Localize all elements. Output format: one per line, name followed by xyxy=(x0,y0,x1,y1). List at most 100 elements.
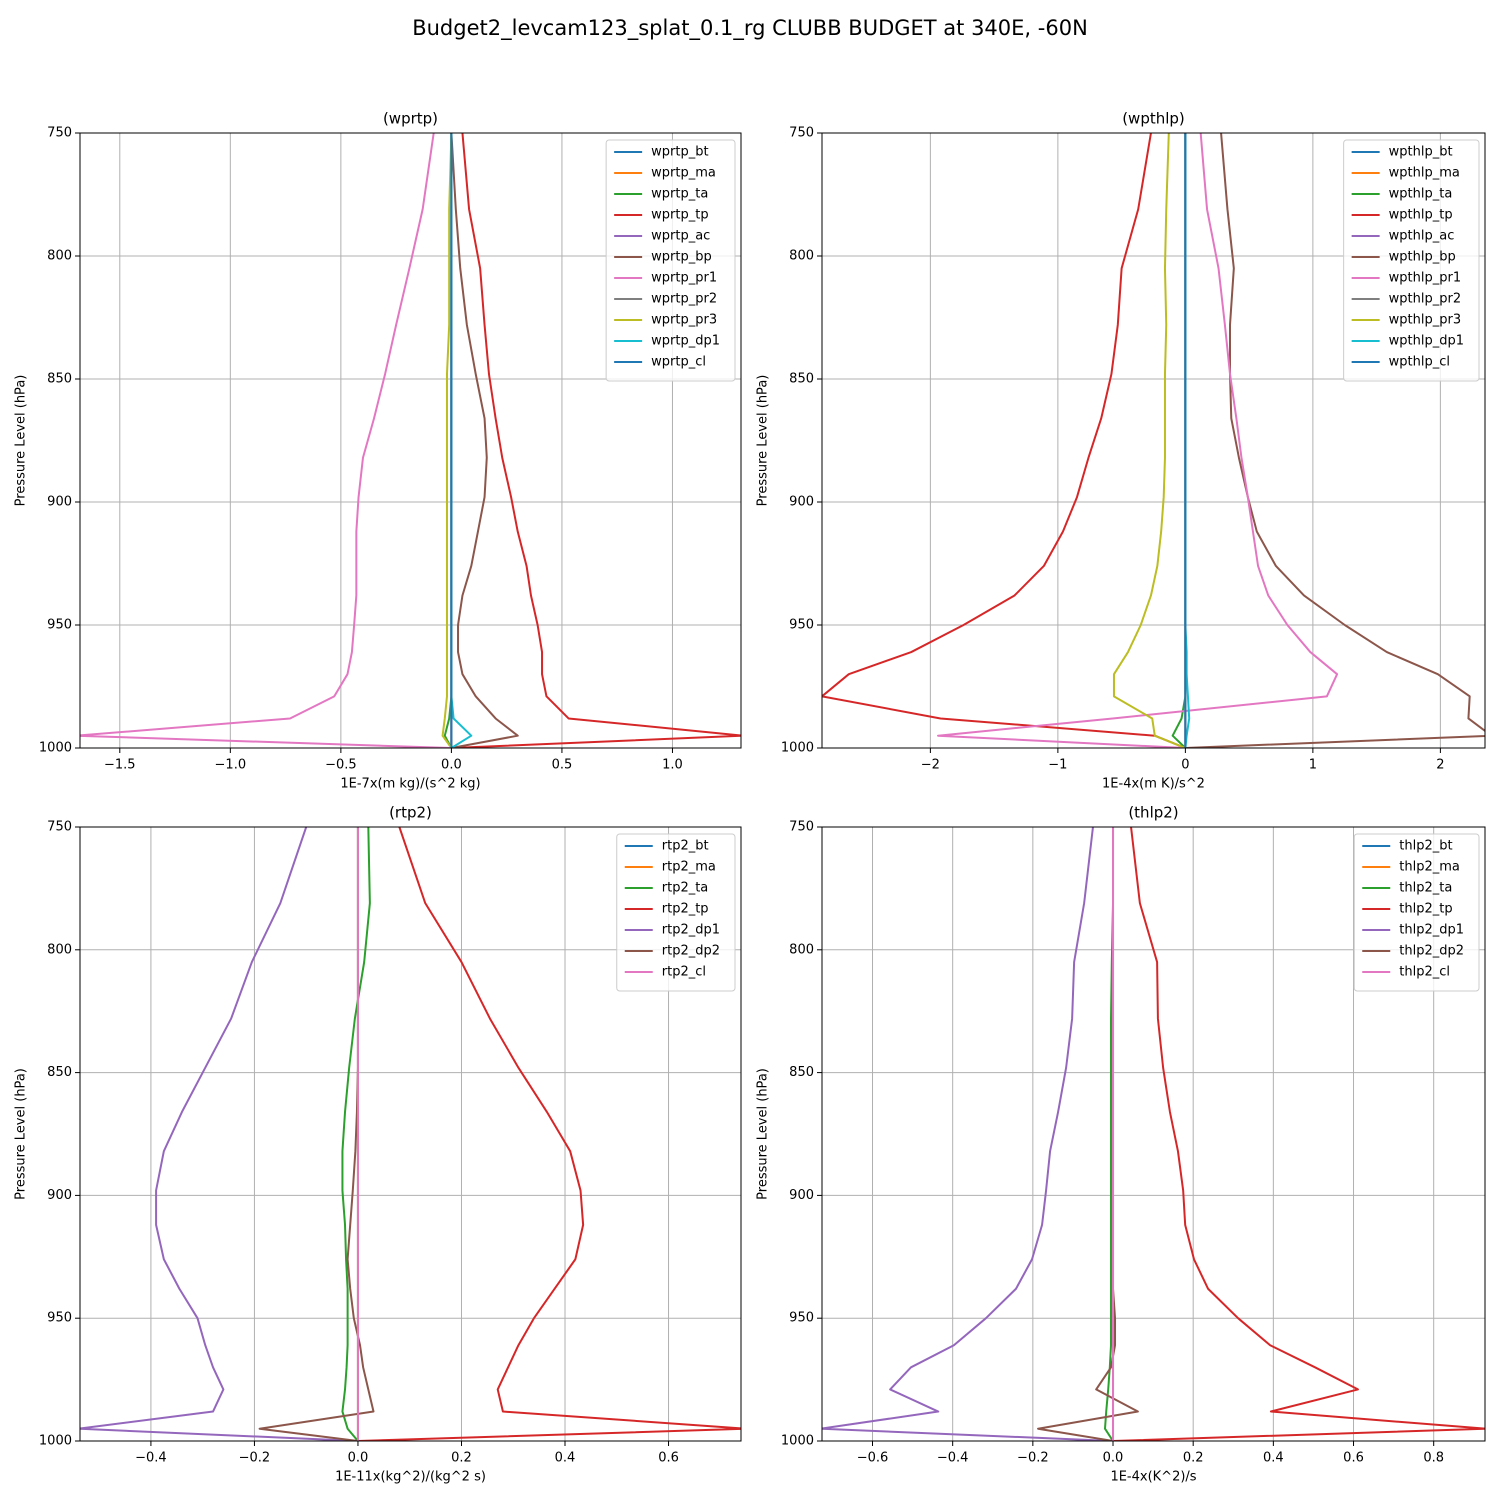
y-axis-label: Pressure Level (hPa) xyxy=(14,1068,29,1200)
legend-label: wpthlp_pr3 xyxy=(1389,313,1461,328)
legend-label: wprtp_bp xyxy=(651,250,712,265)
figure-title: Budget2_levcam123_splat_0.1_rg CLUBB BUD… xyxy=(412,16,1088,41)
legend-label: thlp2_bt xyxy=(1399,839,1452,854)
legend-label: rtp2_cl xyxy=(662,965,706,980)
y-tick-label: 1000 xyxy=(39,1434,72,1449)
legend-label: thlp2_ma xyxy=(1399,860,1460,875)
axes-frame xyxy=(79,132,742,749)
legend-label: rtp2_bt xyxy=(662,839,709,854)
x-tick-label: −1 xyxy=(1048,758,1067,773)
x-axis-label: 1E-4x(m K)/s^2 xyxy=(1102,777,1205,792)
subplot: −0.4 −0.2 0.0 0.2 0.4 0.6 750 800 850 900 950 1000 (… xyxy=(14,804,742,1485)
y-axis-label: Pressure Level (hPa) xyxy=(756,1068,771,1200)
legend-label: wpthlp_ma xyxy=(1389,166,1460,181)
legend-label: wpthlp_ta xyxy=(1389,187,1453,202)
legend-label: wprtp_bt xyxy=(651,145,708,160)
y-tick-label: 900 xyxy=(789,1188,814,1203)
x-tick-label: −0.2 xyxy=(1017,1451,1049,1466)
legend-label: wprtp_pr2 xyxy=(651,292,717,307)
legend-label: thlp2_ta xyxy=(1399,881,1452,896)
series-line xyxy=(357,827,741,1441)
y-tick-label: 900 xyxy=(47,495,72,510)
x-tick-label: 0.4 xyxy=(1263,1451,1284,1466)
x-tick-label: 1.0 xyxy=(662,758,683,773)
plot-area xyxy=(80,133,741,748)
axes-frame xyxy=(821,826,1486,1442)
y-tick-label: 950 xyxy=(789,618,814,633)
legend-label: wprtp_pr3 xyxy=(651,313,717,328)
plot-area xyxy=(80,827,741,1441)
legend-label: wpthlp_cl xyxy=(1389,355,1450,370)
subplot: −2 −1 0 1 2 750 800 850 900 950 1000 (wpthlp) 1E-4x(… xyxy=(756,110,1486,792)
series-line xyxy=(1185,133,1485,748)
legend-label: wprtp_dp1 xyxy=(651,334,720,349)
series-line xyxy=(341,827,371,1441)
series-line xyxy=(1112,133,1186,748)
legend-label: wprtp_cl xyxy=(651,355,706,370)
x-tick-label: −0.4 xyxy=(135,1451,167,1466)
x-tick-label: 0.2 xyxy=(1183,1451,1204,1466)
x-tick-label: 0 xyxy=(1181,758,1189,773)
x-tick-label: 0.0 xyxy=(441,758,462,773)
y-tick-label: 1000 xyxy=(781,1434,814,1449)
y-axis-label: Pressure Level (hPa) xyxy=(14,375,29,507)
y-tick-label: 750 xyxy=(789,126,814,141)
x-tick-label: 0.6 xyxy=(658,1451,679,1466)
y-tick-label: 900 xyxy=(47,1188,72,1203)
subplot-title: (thlp2) xyxy=(1128,804,1178,822)
legend-label: thlp2_tp xyxy=(1399,902,1452,917)
x-tick-label: −1.5 xyxy=(104,758,136,773)
legend: thlp2_bt thlp2_ma thlp2_ta thlp2_tp thlp2_dp… xyxy=(1353,833,1480,992)
series-line xyxy=(441,133,453,748)
legend-label: wpthlp_ac xyxy=(1389,229,1455,244)
axes-frame xyxy=(821,132,1486,749)
x-tick-label: 0.4 xyxy=(555,1451,576,1466)
y-tick-label: 1000 xyxy=(39,741,72,756)
x-axis-label: 1E-11x(kg^2)/(kg^2 s) xyxy=(335,1470,486,1485)
series-line xyxy=(450,133,519,748)
x-tick-label: 0.0 xyxy=(348,1451,369,1466)
plot-area xyxy=(822,133,1485,748)
y-tick-label: 800 xyxy=(47,942,72,957)
legend-label: wpthlp_bt xyxy=(1389,145,1453,160)
legend-label: rtp2_dp1 xyxy=(662,923,720,938)
x-tick-label: 2 xyxy=(1436,758,1444,773)
x-tick-label: −0.4 xyxy=(937,1451,969,1466)
legend-label: thlp2_dp2 xyxy=(1399,944,1464,959)
series-line xyxy=(451,133,741,748)
y-tick-label: 750 xyxy=(47,126,72,141)
x-tick-label: 0.2 xyxy=(451,1451,472,1466)
y-tick-label: 900 xyxy=(789,495,814,510)
y-tick-label: 800 xyxy=(789,249,814,264)
x-tick-label: 0.0 xyxy=(1103,1451,1124,1466)
series-line xyxy=(80,827,359,1441)
subplot-title: (wprtp) xyxy=(383,110,438,128)
legend-label: wpthlp_pr1 xyxy=(1389,271,1461,286)
legend-label: thlp2_cl xyxy=(1399,965,1450,980)
y-axis-label: Pressure Level (hPa) xyxy=(756,375,771,507)
legend-label: wpthlp_bp xyxy=(1389,250,1456,265)
x-axis-label: 1E-4x(K^2)/s xyxy=(1110,1470,1196,1485)
y-tick-label: 850 xyxy=(47,372,72,387)
x-tick-label: −0.5 xyxy=(325,758,357,773)
series-line xyxy=(822,133,1186,748)
legend-label: rtp2_ta xyxy=(662,881,709,896)
y-tick-label: 950 xyxy=(789,1311,814,1326)
legend-label: wprtp_tp xyxy=(651,208,708,223)
legend: wprtp_bt wprtp_ma wprtp_ta wprtp_tp wprtp_ac… xyxy=(605,139,736,382)
x-tick-label: 0.6 xyxy=(1343,1451,1364,1466)
subplot-title: (wpthlp) xyxy=(1122,110,1185,128)
y-tick-label: 750 xyxy=(789,820,814,835)
series-line xyxy=(1112,827,1485,1441)
legend-label: wpthlp_dp1 xyxy=(1389,334,1464,349)
series-line xyxy=(80,133,452,748)
legend-label: wprtp_ac xyxy=(651,229,710,244)
axes-frame xyxy=(79,826,742,1442)
series-line xyxy=(822,827,1114,1441)
y-tick-label: 950 xyxy=(47,618,72,633)
legend: wpthlp_bt wpthlp_ma wpthlp_ta wpthlp_tpwpth… xyxy=(1343,139,1480,382)
x-tick-label: −1.0 xyxy=(215,758,247,773)
legend-label: wpthlp_pr2 xyxy=(1389,292,1461,307)
subplot-title: (rtp2) xyxy=(389,804,432,822)
